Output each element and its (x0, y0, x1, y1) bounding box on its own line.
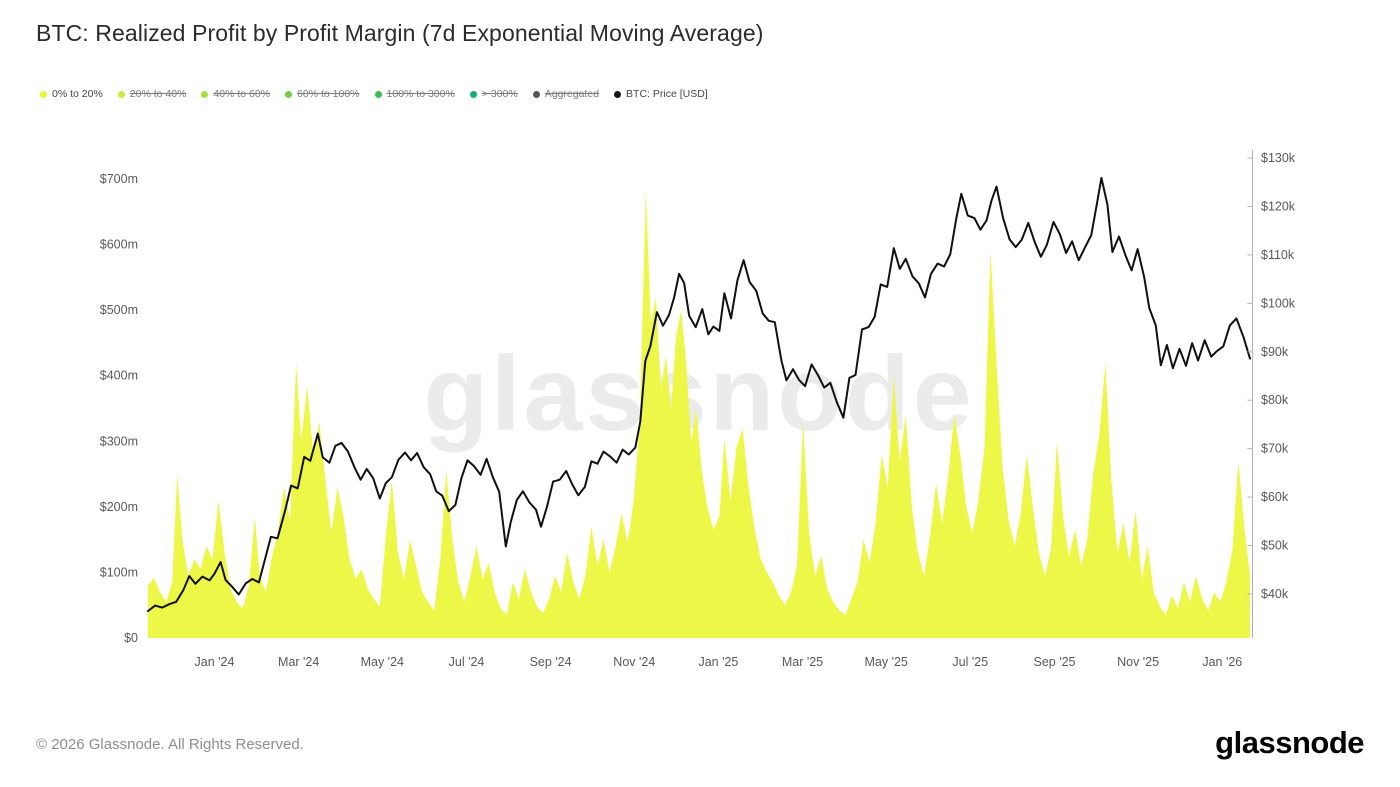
legend-item-label: 100% to 300% (386, 88, 455, 100)
legend-item[interactable]: 60% to 100% (285, 88, 360, 100)
left-axis-tick-label: $700m (100, 172, 138, 186)
profit-area-series[interactable] (148, 190, 1250, 638)
right-axis-tick-label: $50k (1261, 539, 1289, 553)
legend-item-label: 20% to 40% (129, 88, 187, 100)
right-axis-labels: $40k $50k $60k $70k $80k $90k $100k $110k $120k $… (1247, 151, 1296, 601)
right-axis-tick-label: $130k (1261, 151, 1296, 165)
legend-item[interactable]: > 300% (469, 88, 518, 100)
x-axis-tick-label: May '24 (361, 655, 404, 669)
legend-dot-icon (117, 90, 125, 98)
left-axis-tick-label: $400m (100, 369, 138, 383)
legend-item[interactable]: 0% to 20% (40, 88, 103, 100)
copyright-text: © 2026 Glassnode. All Rights Reserved. (36, 736, 304, 753)
left-axis-tick-label: $500m (100, 303, 138, 317)
right-axis-tick-label: $70k (1261, 442, 1289, 456)
legend-item-label: Aggregated (544, 88, 600, 100)
right-axis-tick-label: $60k (1261, 490, 1289, 504)
legend-item-label: BTC: Price [USD] (626, 88, 708, 100)
left-axis-tick-label: $300m (100, 434, 138, 448)
glassnode-logo: glassnode (1215, 725, 1364, 760)
x-axis-tick-label: May '25 (865, 655, 908, 669)
legend-item[interactable]: 100% to 300% (374, 88, 455, 100)
legend-item[interactable]: BTC: Price [USD] (614, 88, 708, 100)
legend-dot-icon (614, 90, 622, 98)
chart-title: BTC: Realized Profit by Profit Margin (7… (36, 20, 764, 46)
x-axis-tick-label: Nov '24 (613, 655, 655, 669)
left-axis-tick-label: $100m (100, 565, 138, 579)
right-axis-tick-label: $80k (1261, 393, 1289, 407)
left-axis-tick-label: $200m (100, 500, 138, 514)
legend-dot-icon (374, 90, 382, 98)
right-axis-tick-label: $110k (1261, 248, 1295, 262)
legend-item-label: 40% to 60% (213, 88, 271, 100)
x-axis-tick-label: Jan '25 (698, 655, 738, 669)
legend: 0% to 20% 20% to 40% 40% to 60% 60% to 1… (40, 88, 708, 100)
right-axis-tick-label: $100k (1261, 296, 1296, 310)
x-axis-tick-label: Nov '25 (1117, 655, 1159, 669)
left-axis-tick-label: $600m (100, 238, 138, 252)
right-axis-tick-label: $90k (1261, 345, 1289, 359)
right-axis-tick-label: $120k (1261, 199, 1296, 213)
x-axis-labels: Jan '24 Mar '24 May '24 Jul '24 Sep '24 Nov '… (195, 655, 1243, 669)
legend-item[interactable]: 40% to 60% (201, 88, 270, 100)
left-axis-labels: $0 $100m $200m $300m $400m $500m $600m $700m (100, 172, 138, 645)
x-axis-tick-label: Jan '24 (195, 655, 235, 669)
legend-dot-icon (285, 90, 293, 98)
legend-dot-icon (201, 90, 209, 98)
legend-dot-icon (469, 90, 477, 98)
x-axis-tick-label: Mar '24 (278, 655, 319, 669)
right-axis-tick-label: $40k (1261, 587, 1289, 601)
x-axis-tick-label: Mar '25 (782, 655, 823, 669)
x-axis-tick-label: Jan '26 (1202, 655, 1242, 669)
legend-item-label: 60% to 100% (297, 88, 360, 100)
legend-item[interactable]: Aggregated (532, 88, 600, 100)
x-axis-tick-label: Sep '24 (530, 655, 572, 669)
legend-item[interactable]: 20% to 40% (117, 88, 187, 100)
legend-dot-icon (40, 90, 47, 98)
legend-item-label: > 300% (481, 88, 518, 100)
left-axis-tick-label: $0 (124, 631, 138, 645)
x-axis-tick-label: Sep '25 (1033, 655, 1075, 669)
x-axis-tick-label: Jul '24 (449, 655, 485, 669)
price-line-series[interactable] (147, 176, 1251, 612)
x-axis-tick-label: Jul '25 (952, 655, 988, 669)
legend-dot-icon (532, 90, 540, 98)
legend-item-label: 0% to 20% (52, 88, 103, 100)
